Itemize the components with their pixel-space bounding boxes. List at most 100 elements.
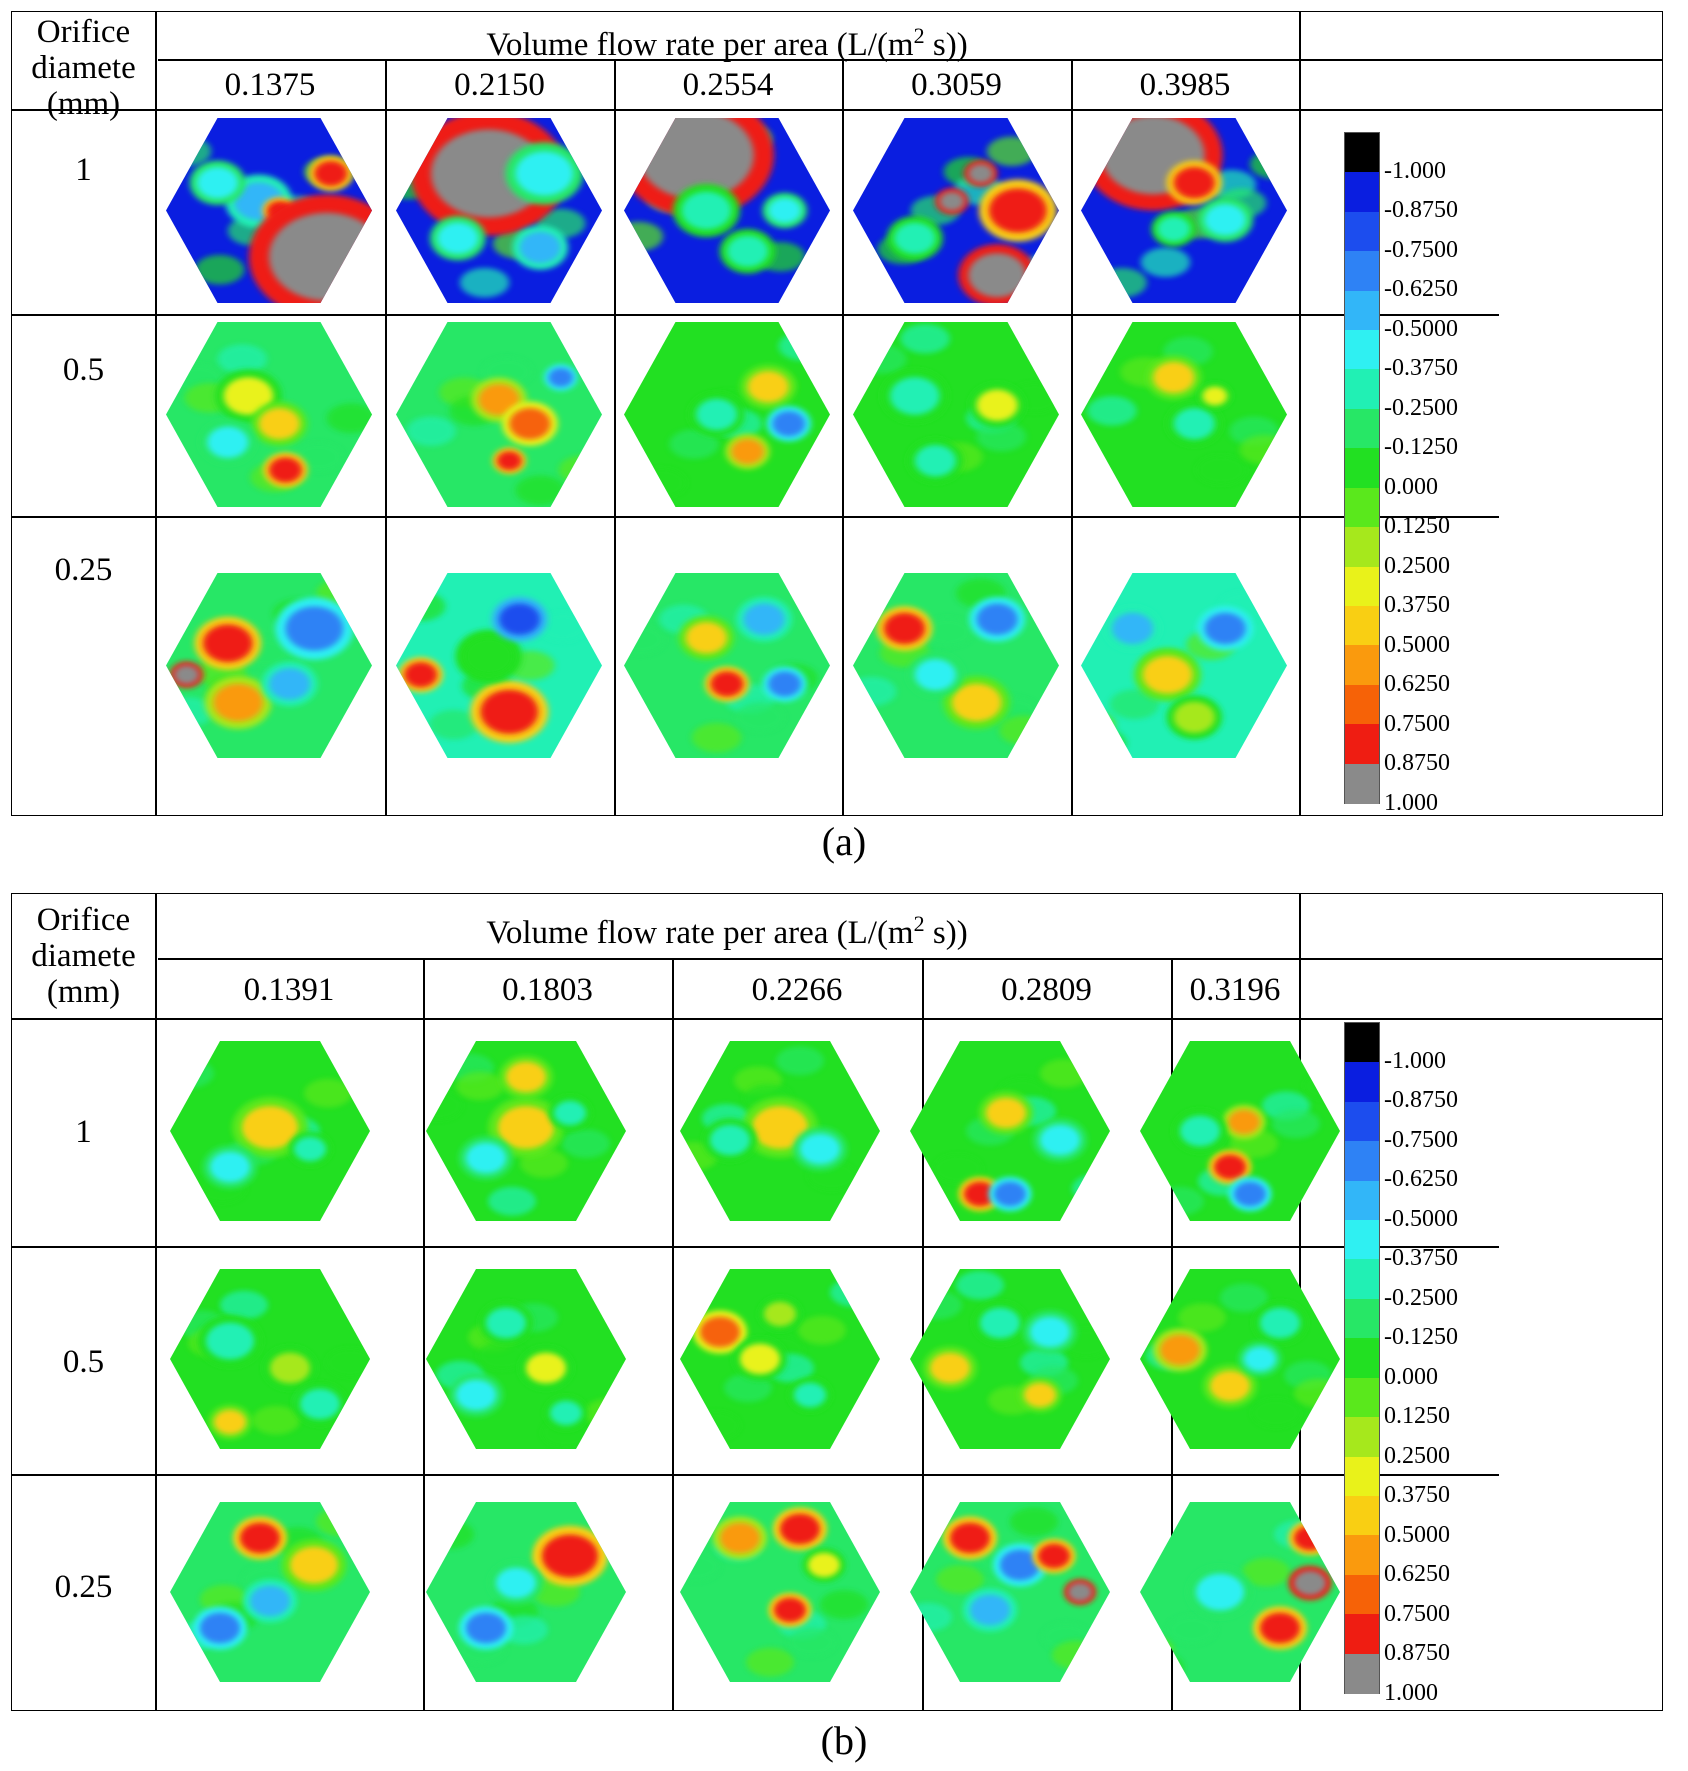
- title-text: s)): [924, 915, 968, 951]
- divider: [385, 61, 387, 815]
- divider: [12, 109, 1662, 111]
- panel-b-table: Orifice diamete (mm) Volume flow rate pe…: [11, 893, 1663, 1711]
- colorbar-label: -0.3750: [1384, 1245, 1458, 1272]
- colorbar-swatch: [1345, 1101, 1379, 1143]
- contour-map-hexagon: [1081, 573, 1287, 758]
- colorbar-swatch: [1345, 1259, 1379, 1301]
- colorbar-label: 0.2500: [1384, 552, 1450, 579]
- divider: [155, 12, 157, 815]
- contour-map-hexagon: [624, 573, 830, 758]
- colorbar-label: 0.6250: [1384, 671, 1450, 698]
- flow-rate-3: 0.2266: [751, 972, 843, 1008]
- colorbar: [1344, 1022, 1380, 1695]
- title-superscript: 2: [913, 23, 925, 48]
- colorbar-swatch: [1345, 290, 1379, 332]
- colorbar-swatch: [1345, 1298, 1379, 1340]
- colorbar-swatch: [1345, 330, 1379, 371]
- contour-map-hexagon: [910, 1269, 1110, 1449]
- header-line: diamete: [31, 938, 136, 974]
- colorbar-label: -1.000: [1384, 1047, 1446, 1074]
- colorbar-label: -0.5000: [1384, 1205, 1458, 1232]
- colorbar-label: -0.1250: [1384, 1324, 1458, 1351]
- colorbar-swatch: [1345, 1062, 1379, 1104]
- header-line: Orifice: [36, 14, 131, 50]
- contour-map-hexagon: [910, 1502, 1110, 1682]
- colorbar-label: -1.000: [1384, 157, 1446, 184]
- contour-map-hexagon: [426, 1502, 626, 1682]
- title-text: s)): [924, 27, 968, 63]
- contour-map-hexagon: [1081, 118, 1287, 303]
- colorbar-swatch: [1345, 133, 1379, 174]
- colorbar-label: 0.8750: [1384, 750, 1450, 777]
- colorbar-swatch: [1345, 1417, 1379, 1458]
- divider: [155, 894, 157, 1710]
- contour-map-hexagon: [395, 573, 602, 758]
- colorbar-label: -0.6250: [1384, 276, 1458, 303]
- title-text: Volume flow rate per area (L/(m: [486, 915, 914, 951]
- colorbar-swatch: [1345, 1495, 1379, 1537]
- colorbar-swatch: [1345, 1338, 1379, 1380]
- panel-b-caption: (b): [820, 1718, 868, 1763]
- title-text: Volume flow rate per area (L/(m: [486, 27, 914, 63]
- divider: [672, 960, 674, 1710]
- orifice-header: Orifice diamete (mm): [12, 902, 155, 1010]
- colorbar-swatch: [1345, 1614, 1379, 1655]
- colorbar-swatch: [1345, 763, 1379, 805]
- orifice-diameter-2: 0.5: [62, 352, 105, 388]
- header-line: diamete: [31, 50, 136, 86]
- colorbar-swatch: [1345, 1653, 1379, 1695]
- contour-map-hexagon: [680, 1502, 880, 1682]
- colorbar-swatch: [1345, 1456, 1379, 1498]
- contour-map-hexagon: [1140, 1502, 1340, 1682]
- colorbar-swatch: [1345, 1141, 1379, 1182]
- title-superscript: 2: [913, 911, 925, 936]
- contour-map-hexagon: [166, 321, 372, 507]
- divider: [1299, 12, 1301, 815]
- contour-map-hexagon: [910, 1041, 1110, 1221]
- colorbar-swatch: [1345, 1023, 1379, 1064]
- flow-rate-title: Volume flow rate per area (L/(m2 s)): [155, 18, 1299, 63]
- contour-map-hexagon: [680, 1269, 880, 1449]
- colorbar-label: 0.3750: [1384, 592, 1450, 619]
- colorbar-swatch: [1345, 605, 1379, 647]
- panel-a-caption: (a): [821, 819, 867, 864]
- flow-rate-2: 0.2150: [454, 67, 545, 103]
- flow-rate-5: 0.3196: [1189, 972, 1281, 1008]
- contour-map-hexagon: [624, 118, 830, 303]
- colorbar-label: 0.6250: [1384, 1561, 1450, 1588]
- orifice-diameter-3: 0.25: [54, 1569, 113, 1605]
- divider: [1071, 61, 1073, 815]
- panel-a-table: Orifice diamete (mm) Volume flow rate pe…: [11, 11, 1663, 816]
- colorbar-label: 1.000: [1384, 1680, 1438, 1706]
- contour-map-hexagon: [852, 118, 1059, 303]
- colorbar-swatch: [1345, 1535, 1379, 1577]
- header-line: Orifice: [36, 902, 131, 938]
- colorbar-label: -0.8750: [1384, 197, 1458, 224]
- contour-map-hexagon: [852, 573, 1059, 758]
- flow-rate-1: 0.1391: [243, 972, 335, 1008]
- contour-map-hexagon: [170, 1502, 370, 1682]
- divider: [12, 516, 1499, 518]
- colorbar-swatch: [1345, 211, 1379, 253]
- contour-map-hexagon: [1140, 1041, 1340, 1221]
- colorbar-label: -0.2500: [1384, 1284, 1458, 1311]
- colorbar-label: 0.1250: [1384, 1403, 1450, 1430]
- colorbar-label: 0.3750: [1384, 1482, 1450, 1509]
- divider: [12, 1018, 1662, 1020]
- divider: [922, 960, 924, 1710]
- flow-rate-1: 0.1375: [224, 67, 316, 103]
- colorbar-swatch: [1345, 448, 1379, 490]
- contour-map-hexagon: [166, 573, 372, 758]
- colorbar-swatch: [1345, 527, 1379, 568]
- colorbar-label: -0.6250: [1384, 1166, 1458, 1193]
- colorbar-label: -0.8750: [1384, 1087, 1458, 1114]
- colorbar-swatch: [1345, 487, 1379, 529]
- divider: [423, 960, 425, 1710]
- colorbar-label: 0.7500: [1384, 710, 1450, 737]
- contour-map-hexagon: [426, 1041, 626, 1221]
- colorbar-swatch: [1345, 172, 1379, 214]
- colorbar-swatch: [1345, 1180, 1379, 1222]
- colorbar-swatch: [1345, 684, 1379, 726]
- colorbar-label: -0.3750: [1384, 355, 1458, 382]
- contour-map-hexagon: [624, 321, 830, 507]
